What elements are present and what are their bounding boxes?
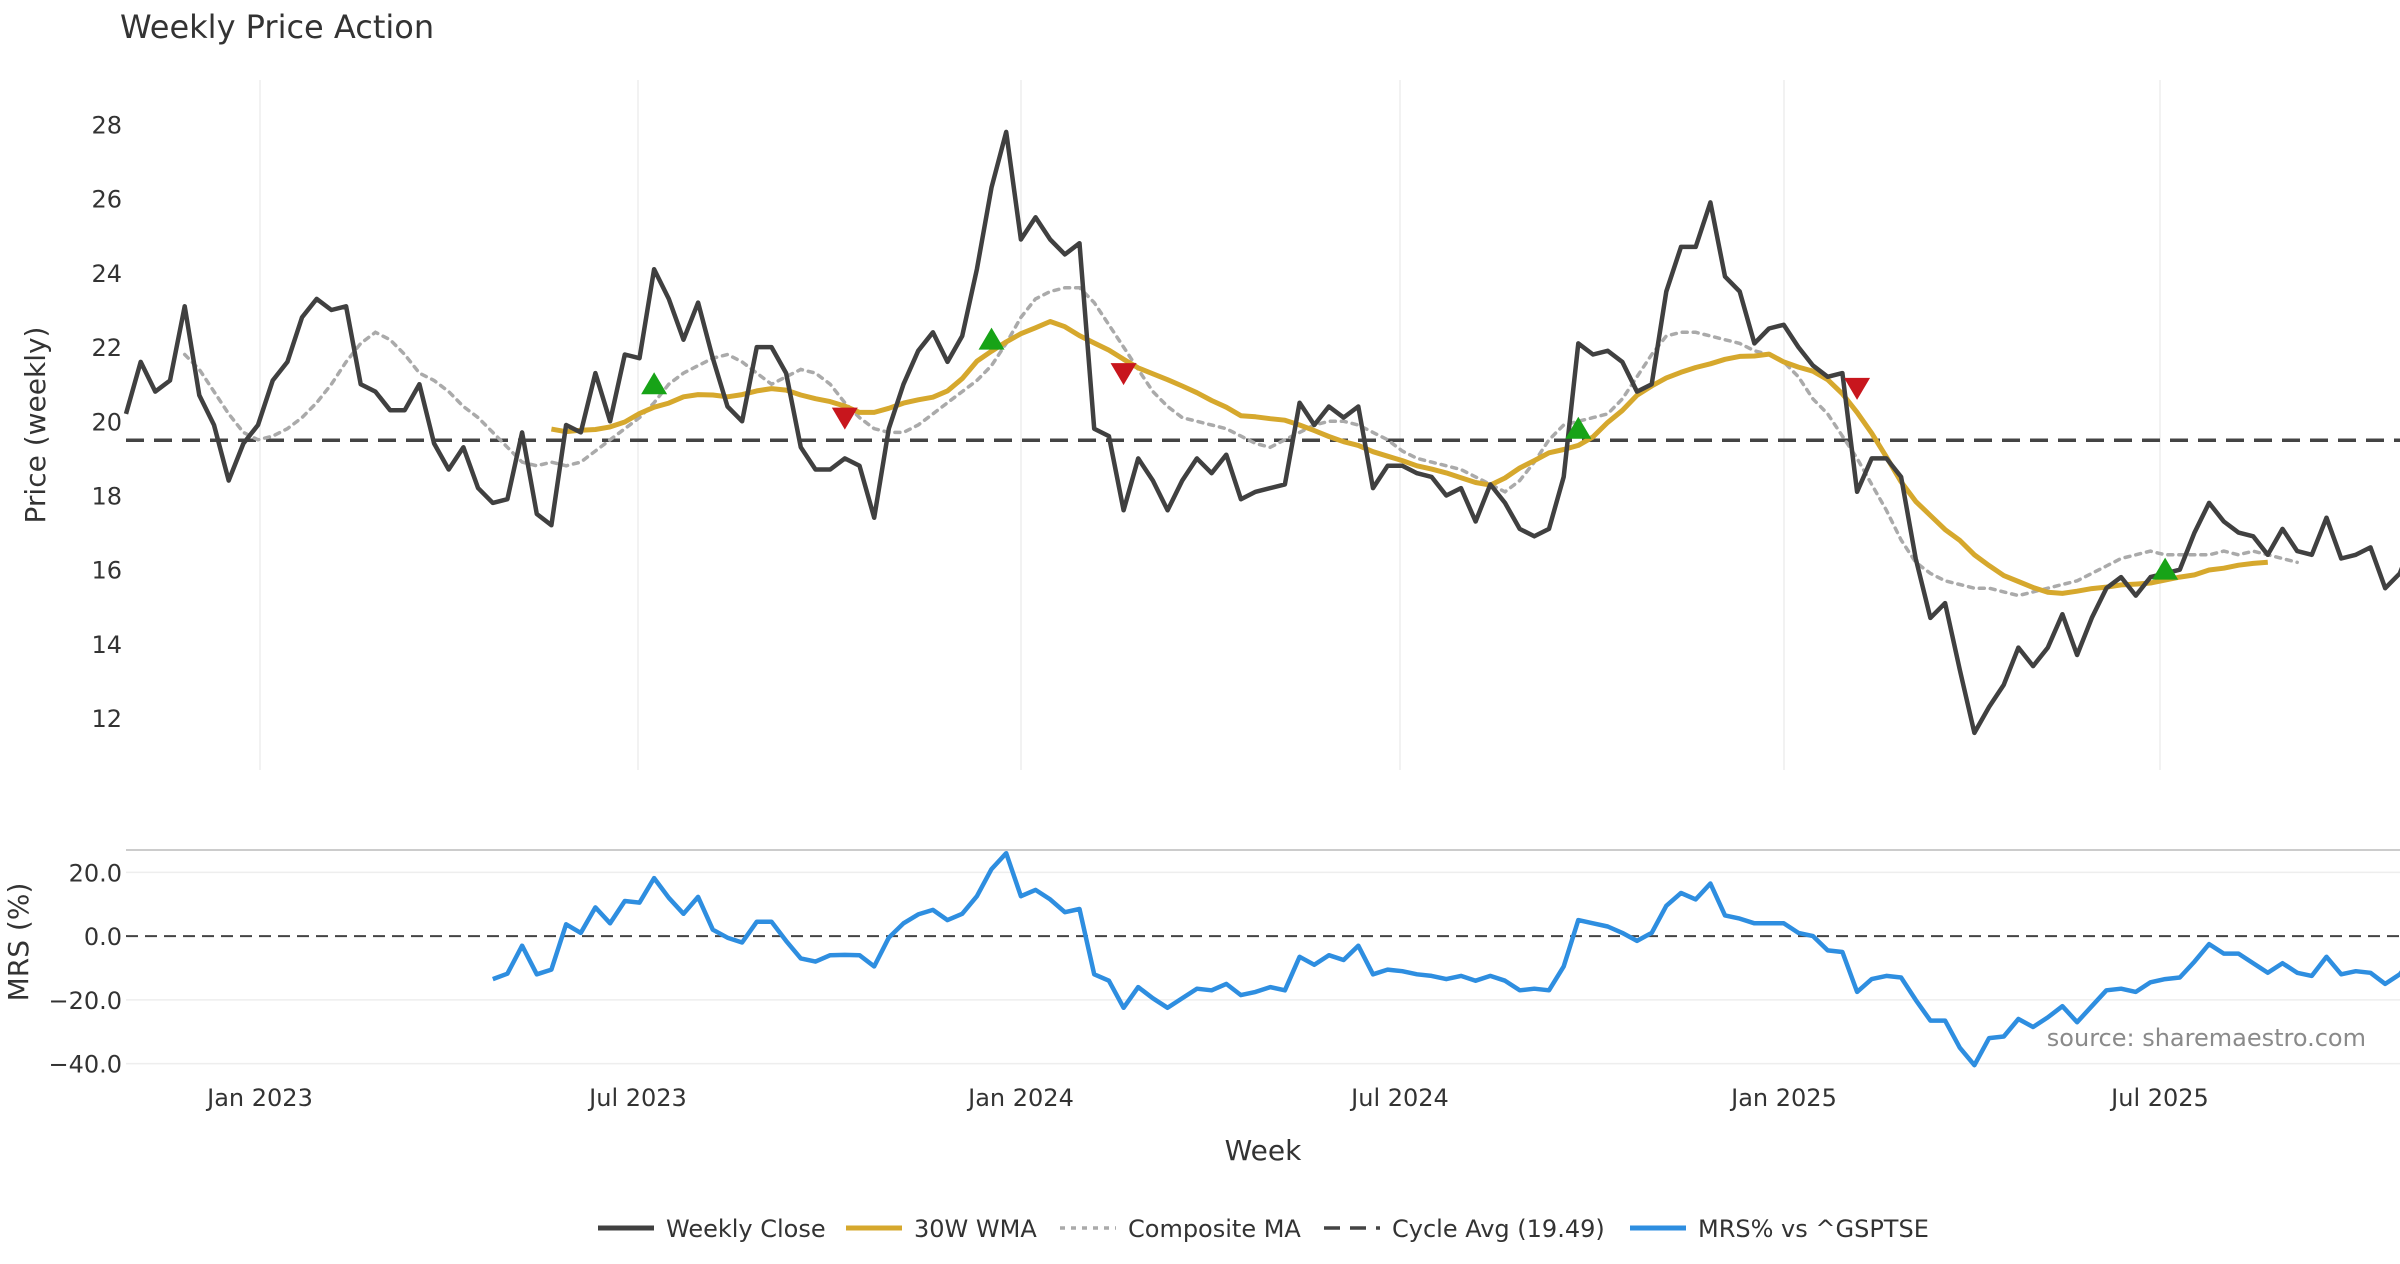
x-tick-label: Jul 2023 bbox=[587, 1084, 687, 1112]
mrs-line bbox=[492, 850, 2400, 1068]
price-marks bbox=[123, 129, 2400, 736]
legend-item-label: 30W WMA bbox=[914, 1215, 1037, 1243]
price-y-tick-label: 26 bbox=[91, 186, 122, 214]
buy-signal-marker bbox=[2152, 557, 2179, 580]
price-y-axis-label: Price (weekly) bbox=[19, 327, 52, 524]
buy-signal-marker bbox=[978, 327, 1005, 350]
legend-item-label: MRS% vs ^GSPTSE bbox=[1698, 1215, 1929, 1243]
sell-signal-marker bbox=[1110, 363, 1137, 386]
x-tick-label: Jul 2025 bbox=[2109, 1084, 2209, 1112]
price-y-tick-label: 22 bbox=[91, 334, 122, 362]
wma-30w-line bbox=[550, 319, 2268, 596]
buy-signal-marker bbox=[641, 372, 668, 395]
price-y-tick-label: 16 bbox=[91, 557, 122, 585]
legend-item-label: Weekly Close bbox=[666, 1215, 826, 1243]
x-tick-label: Jul 2024 bbox=[1349, 1084, 1449, 1112]
price-y-tick-label: 12 bbox=[91, 705, 122, 733]
x-tick-label: Jan 2024 bbox=[966, 1084, 1074, 1112]
legend-item-label: Cycle Avg (19.49) bbox=[1392, 1215, 1605, 1243]
x-axis-label: Week bbox=[1225, 1134, 1302, 1167]
price-y-tick-label: 24 bbox=[91, 260, 122, 288]
price-y-tick-label: 14 bbox=[91, 631, 122, 659]
mrs-y-tick-label: −40.0 bbox=[48, 1051, 122, 1079]
x-tick-label: Jan 2023 bbox=[205, 1084, 313, 1112]
mrs-y-tick-label: 20.0 bbox=[69, 859, 122, 887]
x-axis: Jan 2023 Jul 2023 Jan 2024 Jul 2024 Jan 2025… bbox=[205, 1084, 2209, 1112]
x-tick-label: Jan 2025 bbox=[1729, 1084, 1837, 1112]
sell-signal-marker bbox=[1844, 377, 1871, 400]
composite-ma-line bbox=[182, 285, 2299, 598]
weekly-close-line bbox=[123, 129, 2400, 736]
chart-title: Weekly Price Action bbox=[120, 8, 434, 46]
mrs-y-tick-label: 0.0 bbox=[84, 923, 122, 951]
sell-signal-marker bbox=[831, 407, 858, 430]
mrs-marks bbox=[492, 850, 2400, 1068]
price-grid: 12 14 16 18 20 22 24 26 28 bbox=[91, 80, 2161, 770]
mrs-y-axis-label: MRS (%) bbox=[2, 883, 35, 1002]
mrs-y-tick-label: −20.0 bbox=[48, 987, 122, 1015]
source-note: source: sharemaestro.com bbox=[2047, 1024, 2366, 1052]
legend: Weekly Close 30W WMA Composite MA Cycle Avg… bbox=[598, 1215, 1929, 1243]
legend-item-label: Composite MA bbox=[1128, 1215, 1301, 1243]
price-y-tick-label: 20 bbox=[91, 408, 122, 436]
price-y-tick-label: 18 bbox=[91, 482, 122, 510]
buy-signal-marker bbox=[1565, 416, 1592, 439]
mrs-grid: 20.0 0.0 −20.0 −40.0 bbox=[48, 859, 2400, 1079]
price-y-tick-label: 28 bbox=[91, 112, 122, 140]
